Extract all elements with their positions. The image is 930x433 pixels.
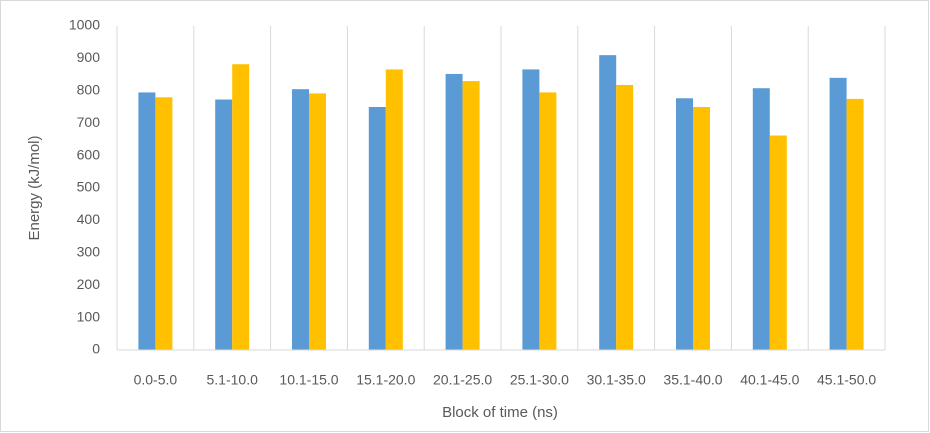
y-tick-label: 300 (77, 244, 101, 260)
x-tick-label: 5.1-10.0 (207, 372, 259, 388)
x-tick-label: 40.1-45.0 (740, 372, 799, 388)
bar (522, 69, 540, 350)
bar (215, 99, 233, 350)
y-axis-title: Energy (kJ/mol) (26, 135, 43, 240)
x-tick-label: 35.1-40.0 (663, 372, 722, 388)
x-tick-label: 0.0-5.0 (134, 372, 178, 388)
y-tick-label: 0 (92, 341, 100, 357)
bar (309, 93, 326, 350)
bar (846, 98, 864, 351)
bar (385, 69, 403, 350)
bar (769, 135, 787, 350)
y-tick-label: 1000 (69, 17, 100, 33)
bar (599, 55, 617, 350)
bar (829, 77, 847, 350)
bar (693, 107, 710, 350)
bar (368, 107, 386, 350)
bar (155, 97, 173, 350)
x-tick-label: 30.1-35.0 (587, 372, 646, 388)
bar (292, 89, 309, 351)
x-tick-label: 20.1-25.0 (433, 372, 492, 388)
x-tick-label: 15.1-20.0 (356, 372, 415, 388)
bar (676, 98, 693, 350)
y-tick-label: 400 (77, 211, 101, 227)
bar (138, 92, 156, 351)
x-tick-label: 25.1-30.0 (510, 372, 569, 388)
bar (462, 81, 480, 350)
y-tick-label: 500 (77, 179, 101, 195)
x-axis-title: Block of time (ns) (442, 404, 558, 421)
x-tick-label: 45.1-50.0 (817, 372, 876, 388)
y-tick-label: 200 (77, 276, 101, 292)
bar (232, 64, 250, 351)
bar (616, 84, 634, 350)
y-tick-label: 900 (77, 49, 101, 65)
bar (539, 92, 557, 351)
bar (445, 73, 463, 351)
bar (752, 88, 770, 350)
x-tick-label: 10.1-15.0 (279, 372, 338, 388)
y-tick-label: 600 (77, 146, 101, 162)
y-tick-label: 700 (77, 114, 101, 130)
y-tick-label: 100 (77, 308, 101, 324)
y-tick-label: 800 (77, 82, 101, 98)
